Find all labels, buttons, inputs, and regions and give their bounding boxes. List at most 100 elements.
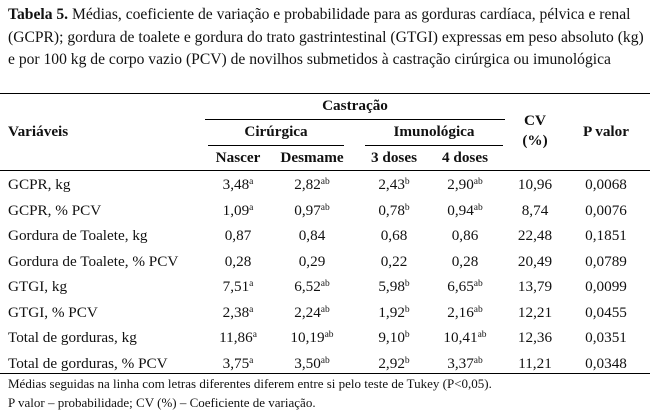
value-cell: 2,16ab <box>430 304 500 322</box>
value-cell: 2,24ab <box>272 304 352 322</box>
value-cell: 0,86 <box>430 227 500 245</box>
value-cell: 1,92b <box>362 304 426 322</box>
value-cell: 3,37ab <box>430 355 500 373</box>
cell-value: 0,22 <box>380 252 408 270</box>
value-cell: 0,22 <box>362 253 426 271</box>
caption-label: Tabela 5. <box>8 6 69 23</box>
value-cell: 10,41ab <box>430 329 500 347</box>
cell-superscript: b <box>404 355 410 366</box>
cell-value: 3,50 <box>294 354 321 372</box>
row-label: GCPR, % PCV <box>8 201 102 219</box>
cell-value: 11,86 <box>219 329 253 346</box>
value-cell: 2,43b <box>362 176 426 194</box>
cell-value: 0,84 <box>298 227 326 244</box>
pvalue-cell: 0,0099 <box>585 278 627 295</box>
header-variaveis: Variáveis <box>8 123 69 140</box>
cell-superscript: a <box>249 202 254 213</box>
header-castracao: Castração <box>322 97 388 114</box>
cell-value: 6,52 <box>294 278 321 295</box>
table-caption: Tabela 5. Médias, coeficiente de variaçã… <box>8 4 644 72</box>
subheader-desmame: Desmame <box>280 149 344 166</box>
cell-superscript: ab <box>320 177 330 187</box>
row-label: GTGI, kg <box>8 278 68 295</box>
row-label: Gordura de Toalete, kg <box>8 227 148 244</box>
value-cell: 2,90ab <box>430 176 500 194</box>
value-cell: 3,50ab <box>272 355 352 373</box>
header-bottom-rule <box>0 170 650 171</box>
bottom-rule <box>0 373 650 374</box>
row-label: Total de gorduras, % PCV <box>8 354 168 372</box>
value-cell: 0,28 <box>208 253 268 271</box>
cv-cell: 12,36 <box>517 329 553 346</box>
cell-value: 2,24 <box>294 303 321 321</box>
value-cell: 9,10b <box>362 329 426 347</box>
cv-cell: 13,79 <box>517 278 553 295</box>
value-cell: 2,82ab <box>272 176 352 194</box>
value-cell: 0,28 <box>430 253 500 271</box>
value-cell: 3,75a <box>208 355 268 373</box>
row-label: Total de gorduras, kg <box>8 329 137 346</box>
cell-superscript: ab <box>473 177 483 187</box>
footnote-1: Médias seguidas na linha com letras dife… <box>8 376 492 391</box>
cell-value: 2,82 <box>294 176 321 193</box>
pvalue-cell: 0,1851 <box>585 227 627 244</box>
cell-value: 0,94 <box>447 201 474 219</box>
footnote-2: P valor – probabilidade; CV (%) – Coefic… <box>8 395 316 410</box>
cell-value: 6,65 <box>447 278 474 295</box>
header-cv-line2: (%) <box>522 132 548 149</box>
pvalue-cell: 0,0348 <box>585 354 627 372</box>
pvalue-cell: 0,0455 <box>585 303 627 321</box>
subheader-4-doses: 4 doses <box>442 149 488 166</box>
value-cell: 1,09a <box>208 202 268 220</box>
header-pvalor: P valor <box>583 123 629 140</box>
value-cell: 0,84 <box>272 227 352 245</box>
value-cell: 0,68 <box>362 227 426 245</box>
value-cell: 10,19ab <box>272 329 352 347</box>
castracao-rule <box>205 119 505 120</box>
cell-value: 2,90 <box>447 176 474 193</box>
cell-value: 1,92 <box>378 303 405 321</box>
cell-superscript: ab <box>473 355 483 366</box>
cell-superscript: b <box>404 279 410 289</box>
value-cell: 3,48a <box>208 176 268 194</box>
cell-superscript: b <box>404 330 410 340</box>
pvalue-cell: 0,0789 <box>585 252 627 270</box>
subheader-3-doses: 3 doses <box>371 149 417 166</box>
cell-superscript: a <box>252 330 257 340</box>
header-cv-line1: CV <box>524 112 546 129</box>
cell-value: 0,29 <box>298 252 326 270</box>
group-rule-right <box>365 145 503 146</box>
cell-value: 7,51 <box>222 278 250 295</box>
cell-value: 9,10 <box>378 329 405 346</box>
cv-cell: 20,49 <box>517 252 553 270</box>
cell-value: 0,68 <box>380 227 408 244</box>
cv-cell: 8,74 <box>521 201 549 219</box>
cell-superscript: ab <box>477 330 487 340</box>
cell-value: 10,19 <box>290 329 325 346</box>
value-cell: 5,98b <box>362 278 426 296</box>
row-label: Gordura de Toalete, % PCV <box>8 252 179 270</box>
value-cell: 0,78b <box>362 202 426 220</box>
value-cell: 2,38a <box>208 304 268 322</box>
cell-superscript: ab <box>473 202 483 213</box>
cell-value: 0,87 <box>224 227 252 244</box>
cell-superscript: a <box>249 304 254 315</box>
cv-cell: 12,21 <box>517 303 553 321</box>
cell-value: 3,48 <box>222 176 250 193</box>
cell-value: 0,28 <box>224 252 252 270</box>
cell-superscript: ab <box>324 330 334 340</box>
cell-value: 2,92 <box>378 354 405 372</box>
pvalue-cell: 0,0076 <box>585 201 627 219</box>
cell-value: 0,78 <box>378 201 405 219</box>
value-cell: 0,97ab <box>272 202 352 220</box>
cell-value: 0,86 <box>451 227 479 244</box>
value-cell: 2,92b <box>362 355 426 373</box>
cell-superscript: b <box>404 177 410 187</box>
cell-value: 3,75 <box>222 354 250 372</box>
caption-text: Médias, coeficiente de variação e probab… <box>8 6 644 68</box>
cell-superscript: a <box>249 177 254 187</box>
group-rule-left <box>208 145 344 146</box>
value-cell: 6,65ab <box>430 278 500 296</box>
pvalue-cell: 0,0351 <box>585 329 627 346</box>
